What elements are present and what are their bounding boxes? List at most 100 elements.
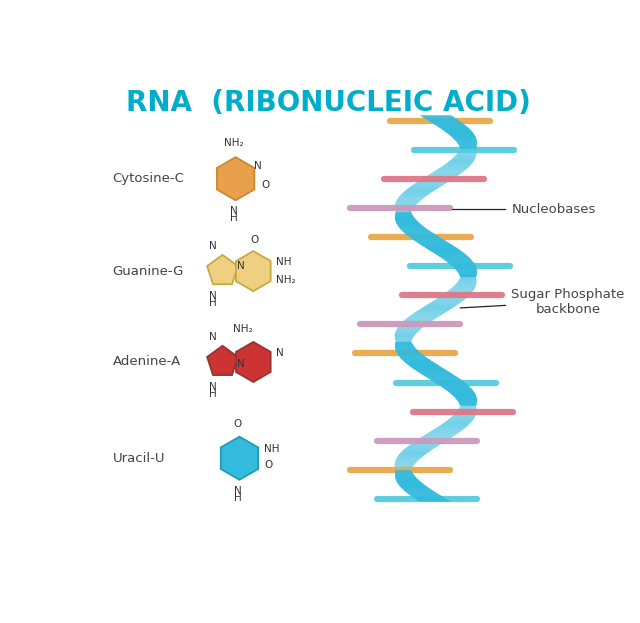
Polygon shape (455, 140, 477, 141)
Polygon shape (428, 174, 460, 176)
Polygon shape (402, 193, 431, 194)
Polygon shape (399, 227, 425, 228)
Polygon shape (456, 412, 477, 413)
Polygon shape (449, 134, 474, 135)
Polygon shape (459, 145, 477, 146)
Polygon shape (425, 118, 457, 120)
Polygon shape (422, 117, 454, 118)
Polygon shape (400, 357, 428, 358)
Polygon shape (395, 475, 415, 476)
Polygon shape (395, 339, 412, 340)
Polygon shape (448, 391, 474, 392)
Polygon shape (401, 488, 430, 489)
Polygon shape (446, 132, 473, 133)
Polygon shape (449, 161, 474, 162)
Polygon shape (428, 378, 460, 379)
Polygon shape (460, 148, 476, 150)
Polygon shape (412, 497, 444, 498)
Polygon shape (415, 440, 447, 441)
Polygon shape (396, 222, 419, 223)
Polygon shape (418, 500, 450, 502)
Polygon shape (396, 480, 419, 481)
Polygon shape (406, 234, 436, 235)
Polygon shape (396, 458, 421, 459)
Polygon shape (452, 137, 476, 138)
Polygon shape (447, 390, 474, 391)
Polygon shape (397, 224, 421, 225)
Polygon shape (413, 369, 445, 370)
Polygon shape (404, 232, 433, 234)
Polygon shape (408, 235, 438, 236)
Polygon shape (449, 134, 474, 135)
Text: H: H (209, 389, 217, 399)
Polygon shape (411, 367, 442, 368)
Polygon shape (399, 454, 426, 455)
Polygon shape (440, 385, 469, 386)
Polygon shape (408, 493, 439, 495)
Polygon shape (426, 377, 458, 378)
Polygon shape (436, 125, 467, 126)
Polygon shape (399, 356, 426, 357)
Polygon shape (409, 444, 440, 445)
Polygon shape (422, 374, 455, 376)
Polygon shape (458, 280, 477, 281)
Polygon shape (456, 269, 477, 270)
Text: Guanine-G: Guanine-G (113, 265, 184, 278)
Polygon shape (395, 472, 413, 473)
Polygon shape (397, 482, 422, 483)
Polygon shape (400, 229, 428, 230)
Polygon shape (400, 229, 428, 230)
Polygon shape (419, 437, 451, 439)
Polygon shape (451, 416, 476, 417)
Polygon shape (431, 301, 463, 302)
Polygon shape (396, 343, 412, 344)
Polygon shape (445, 131, 472, 132)
Polygon shape (440, 385, 469, 386)
Polygon shape (413, 441, 445, 442)
Polygon shape (397, 456, 423, 457)
Polygon shape (396, 220, 417, 221)
Polygon shape (442, 129, 470, 130)
Polygon shape (405, 318, 435, 320)
Polygon shape (454, 267, 477, 269)
Polygon shape (397, 225, 422, 226)
Polygon shape (442, 258, 470, 259)
Polygon shape (422, 117, 454, 118)
Polygon shape (406, 363, 436, 364)
Polygon shape (395, 218, 415, 219)
Text: N: N (209, 291, 217, 301)
Polygon shape (403, 360, 431, 361)
Polygon shape (454, 156, 476, 157)
Polygon shape (400, 323, 428, 325)
Polygon shape (455, 155, 476, 156)
Polygon shape (404, 361, 433, 362)
Polygon shape (409, 236, 440, 237)
Polygon shape (395, 474, 414, 475)
Polygon shape (399, 228, 426, 229)
Polygon shape (420, 373, 452, 374)
Polygon shape (459, 150, 477, 151)
Polygon shape (441, 386, 470, 388)
Polygon shape (460, 404, 477, 405)
Polygon shape (403, 449, 433, 450)
Polygon shape (440, 295, 469, 297)
Polygon shape (408, 493, 439, 495)
Polygon shape (415, 498, 447, 500)
Polygon shape (401, 230, 429, 231)
Polygon shape (395, 345, 413, 346)
Polygon shape (395, 462, 417, 463)
Polygon shape (436, 383, 467, 384)
Polygon shape (438, 126, 468, 127)
Polygon shape (443, 259, 471, 260)
Polygon shape (395, 331, 419, 332)
Polygon shape (451, 264, 476, 265)
Polygon shape (397, 328, 422, 329)
Polygon shape (452, 395, 476, 396)
Polygon shape (458, 152, 477, 153)
Polygon shape (442, 423, 470, 424)
Polygon shape (422, 245, 454, 246)
Polygon shape (459, 273, 477, 274)
Polygon shape (443, 259, 471, 260)
Polygon shape (395, 476, 415, 477)
Polygon shape (403, 489, 431, 490)
